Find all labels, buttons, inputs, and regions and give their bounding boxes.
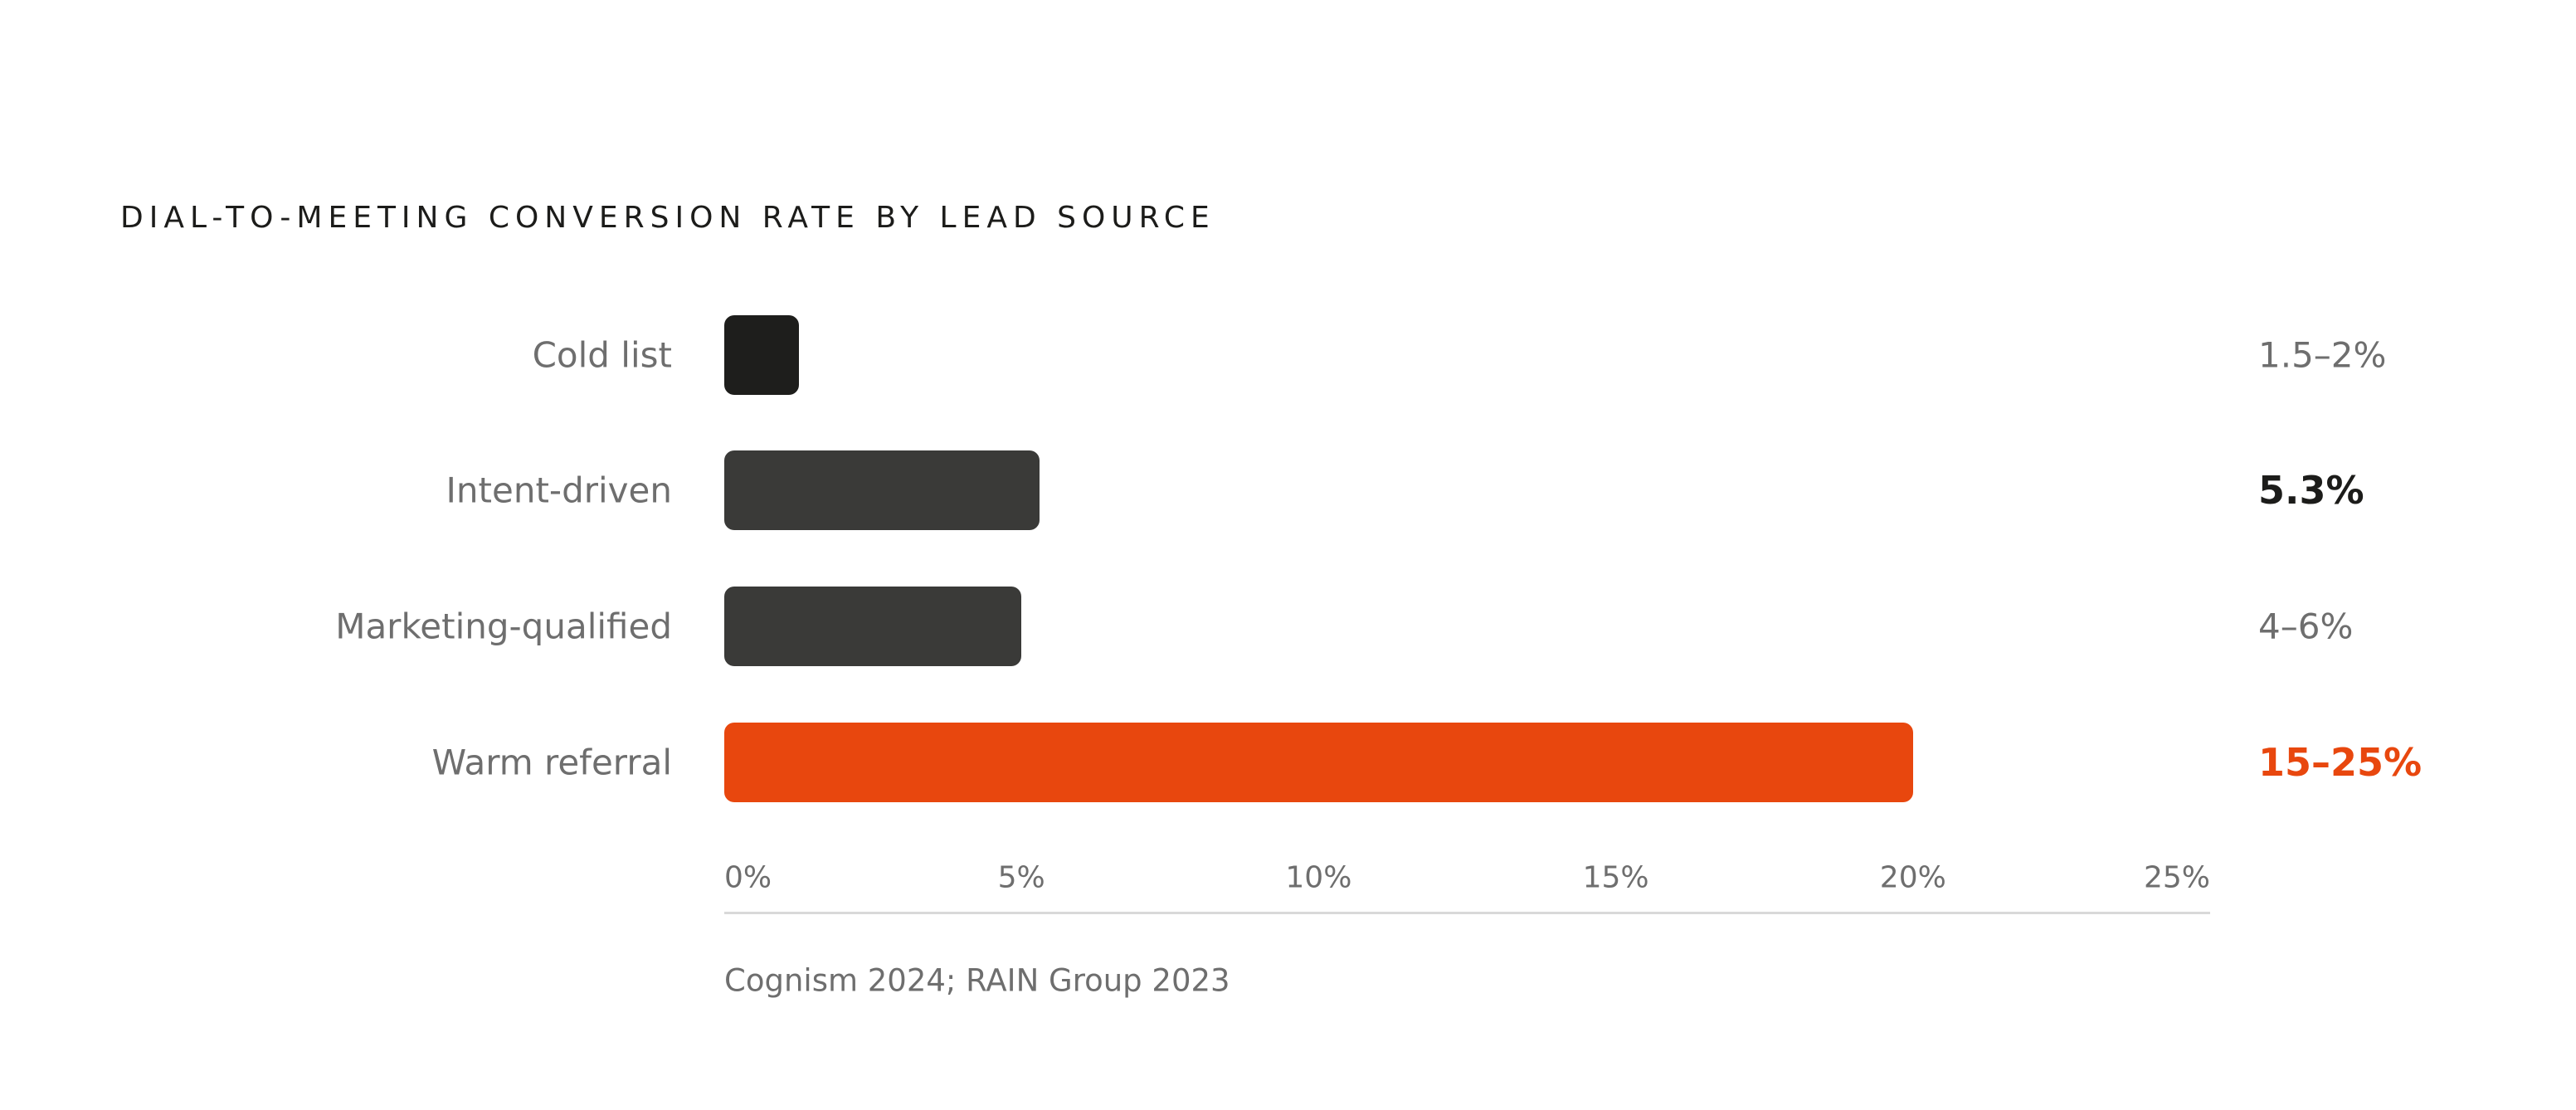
bar [724, 723, 1913, 802]
x-tick-label: 20% [1879, 860, 1946, 895]
category-label: Warm referral [431, 742, 672, 783]
x-tick-label: 15% [1582, 860, 1649, 895]
chart-title: DIAL-TO-MEETING CONVERSION RATE BY LEAD … [120, 201, 1215, 235]
value-label: 1.5–2% [2258, 334, 2387, 376]
value-label: 15–25% [2258, 740, 2423, 785]
value-label: 4–6% [2258, 606, 2354, 647]
x-tick-label: 10% [1285, 860, 1352, 895]
x-axis-line [724, 912, 2210, 914]
x-tick-label: 25% [2143, 860, 2210, 895]
category-label: Cold list [532, 334, 672, 376]
x-tick-label: 0% [724, 860, 772, 895]
bar [724, 450, 1040, 530]
bar [724, 587, 1022, 666]
bar [724, 315, 800, 395]
value-label: 5.3% [2258, 468, 2364, 513]
category-label: Marketing-qualified [335, 606, 672, 647]
category-label: Intent-driven [446, 470, 672, 511]
x-tick-label: 5% [997, 860, 1045, 895]
source-note: Cognism 2024; RAIN Group 2023 [724, 962, 1230, 999]
